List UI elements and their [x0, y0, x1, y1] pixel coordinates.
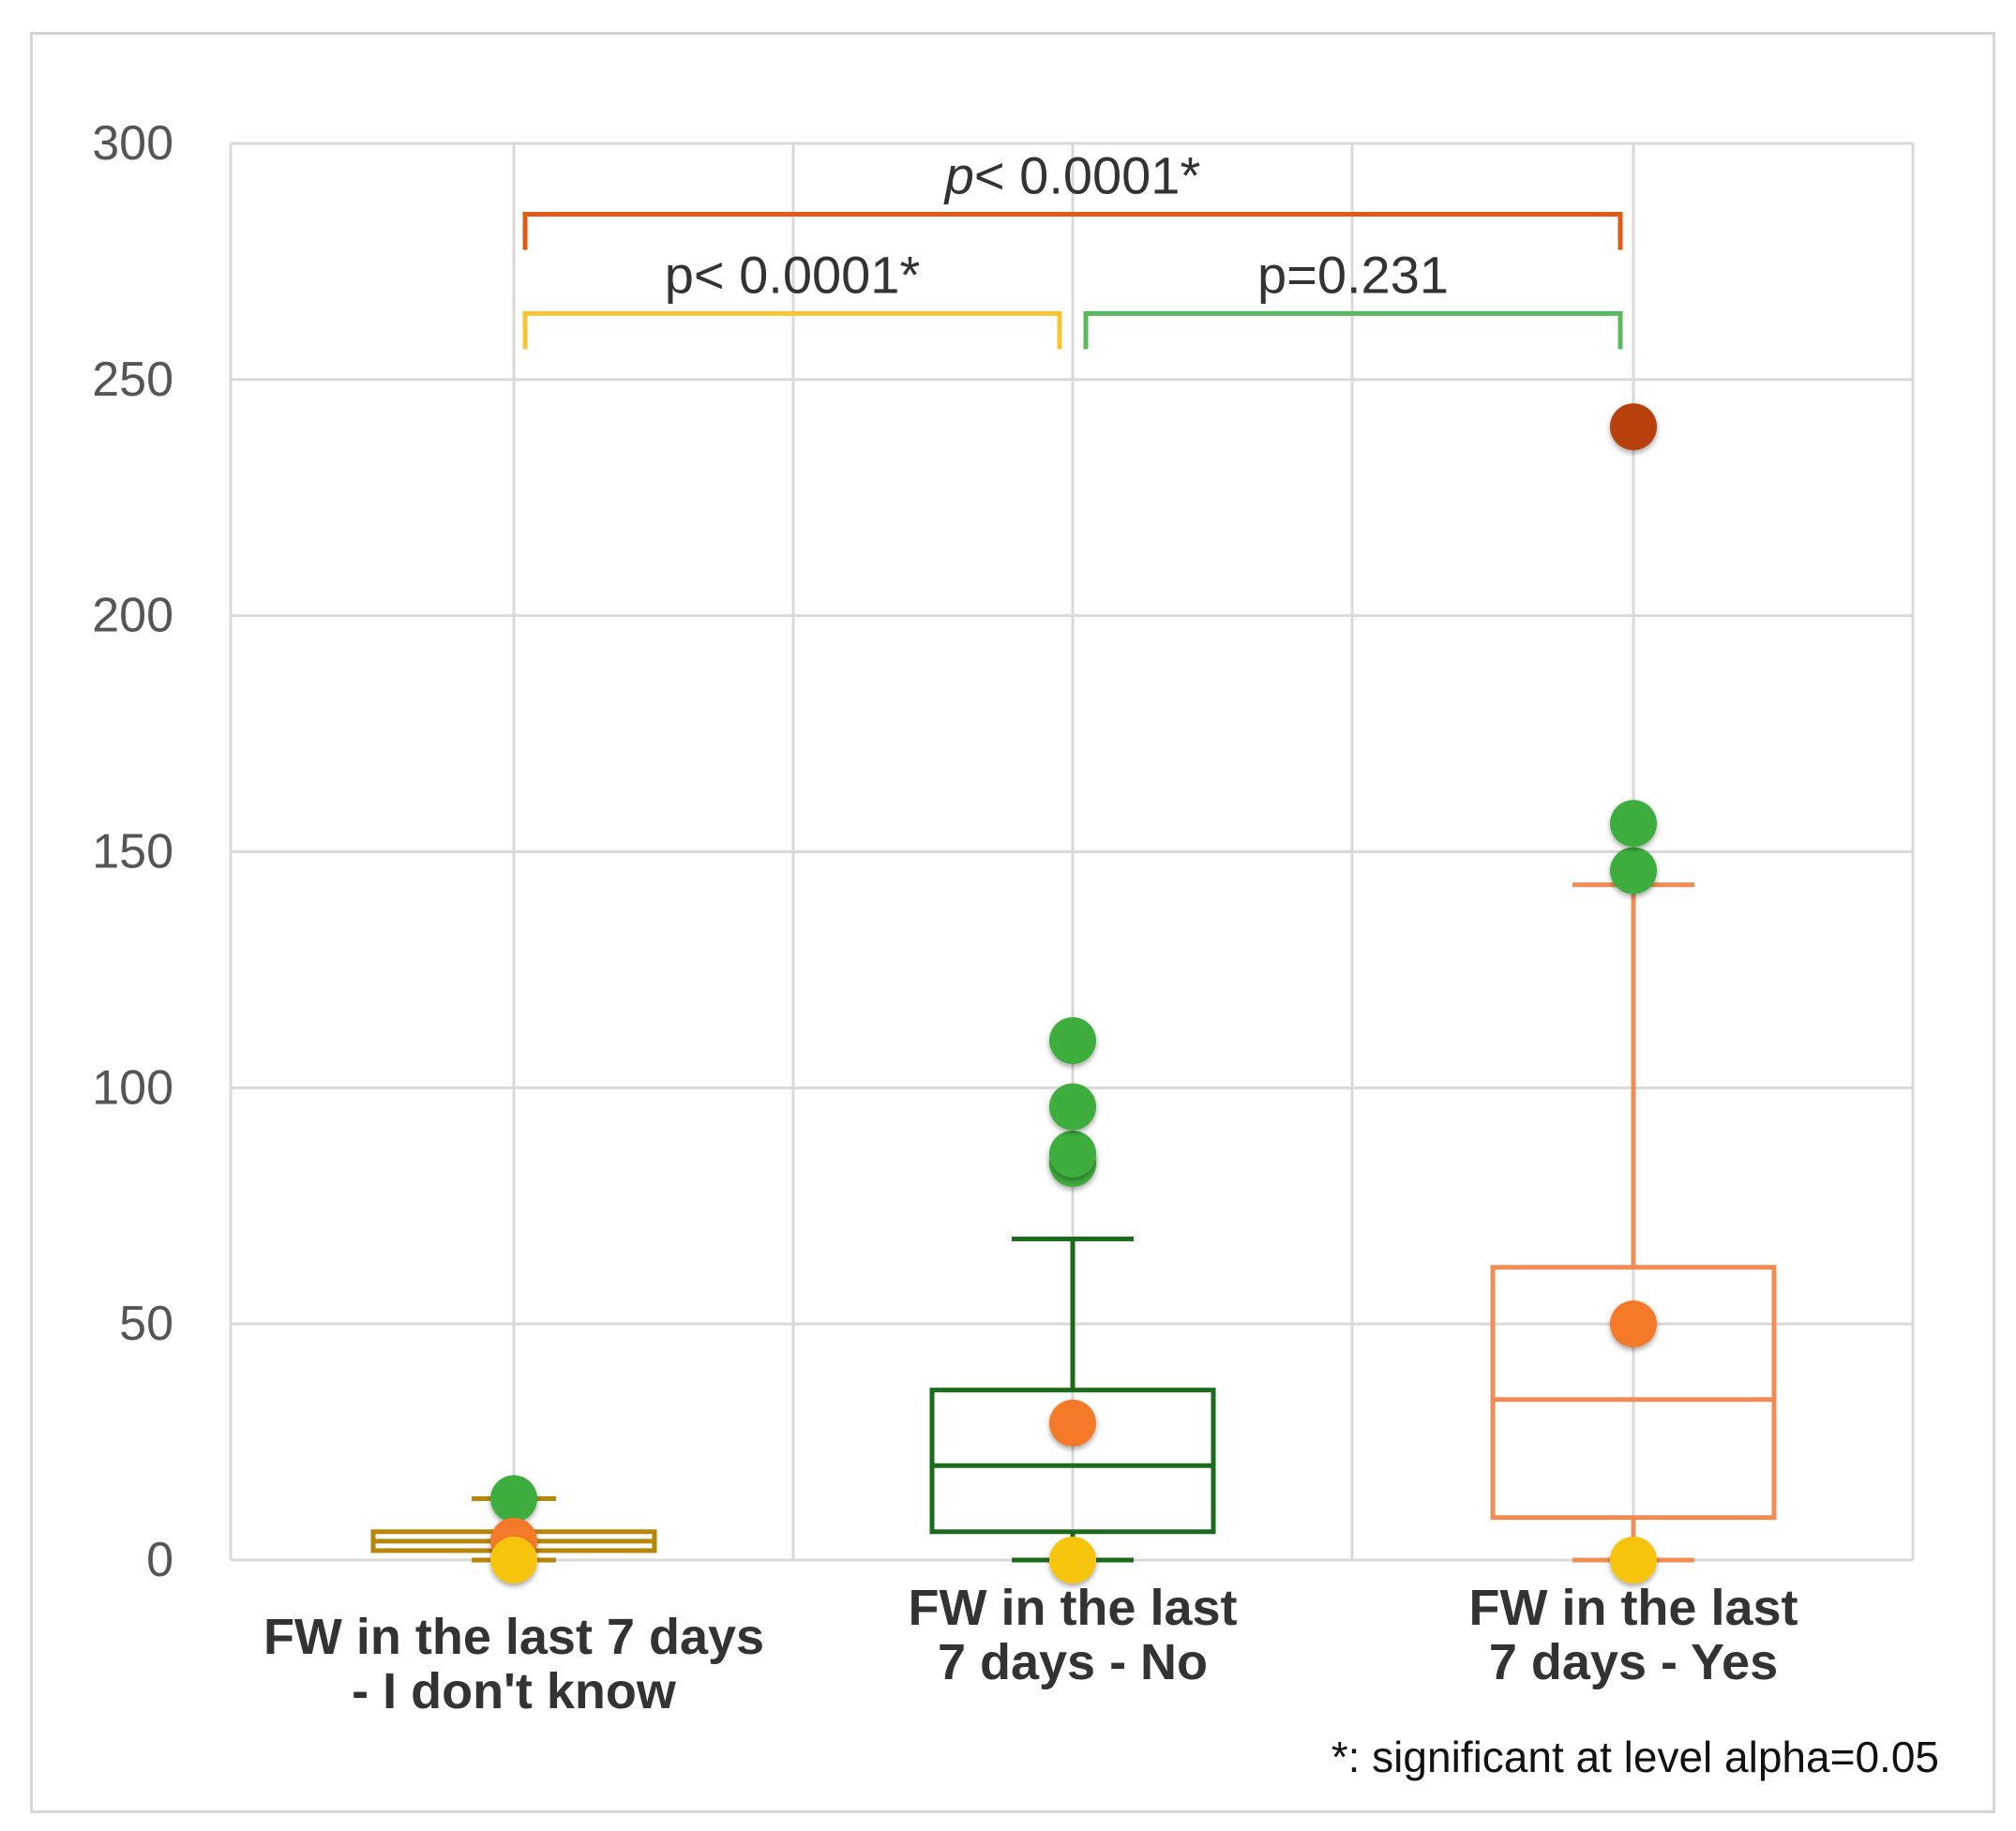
y-tick-labels: 0 50 100 150 200 250 300 — [92, 116, 173, 1587]
category-label-line1-2: FW in the last — [1469, 1580, 1798, 1636]
outlier-point-1-3 — [1049, 1016, 1096, 1064]
mean-point-1 — [1049, 1399, 1096, 1447]
minimum-point-0 — [490, 1537, 537, 1583]
category-label-line2-0: - I don't know — [352, 1663, 677, 1719]
comparison-label-0: p< 0.0001* — [943, 146, 1201, 205]
outlier-point-1-2 — [1049, 1083, 1096, 1131]
box-iqr-1 — [929, 1388, 1216, 1535]
category-label-line1-1: FW in the last — [909, 1580, 1238, 1636]
y-tick-label-300: 300 — [92, 116, 173, 171]
category-label-line1-0: FW in the last 7 days — [263, 1609, 764, 1665]
outlier-point-1-1 — [1049, 1130, 1096, 1178]
category-labels: FW in the last 7 days- I don't know FW in… — [263, 1580, 1798, 1719]
maximum-point-2 — [1610, 403, 1657, 451]
y-tick-label-0: 0 — [146, 1533, 173, 1587]
comparison-label-1: p< 0.0001* — [665, 245, 920, 304]
comparison-label-2: p=0.231 — [1257, 245, 1449, 304]
comparison-bracket-0 — [522, 212, 1623, 250]
box-iqr-2 — [1490, 1265, 1777, 1521]
significance-footnote: *: significant at level alpha=0.05 — [1331, 1733, 1939, 1781]
y-tick-label-100: 100 — [92, 1060, 173, 1115]
outlier-point-0-0 — [490, 1475, 537, 1523]
minimum-point-2 — [1610, 1537, 1657, 1583]
y-tick-label-200: 200 — [92, 589, 173, 643]
comparison-brackets: p< 0.0001* p< 0.0001* p=0.231 — [522, 146, 1623, 350]
minimum-point-1 — [1049, 1537, 1096, 1583]
y-tick-label-50: 50 — [119, 1297, 173, 1351]
category-label-line2-1: 7 days - No — [938, 1634, 1208, 1690]
markers-layer — [490, 403, 1657, 1583]
category-label-line2-2: 7 days - Yes — [1489, 1634, 1778, 1690]
comparison-bracket-2 — [1083, 310, 1623, 350]
y-tick-label-150: 150 — [92, 825, 173, 879]
comparison-bracket-1 — [522, 310, 1062, 350]
y-tick-label-250: 250 — [92, 353, 173, 407]
outlier-point-2-0 — [1610, 847, 1657, 894]
chart-frame — [30, 32, 1995, 1813]
outlier-point-2-1 — [1610, 800, 1657, 848]
mean-point-2 — [1610, 1300, 1657, 1348]
